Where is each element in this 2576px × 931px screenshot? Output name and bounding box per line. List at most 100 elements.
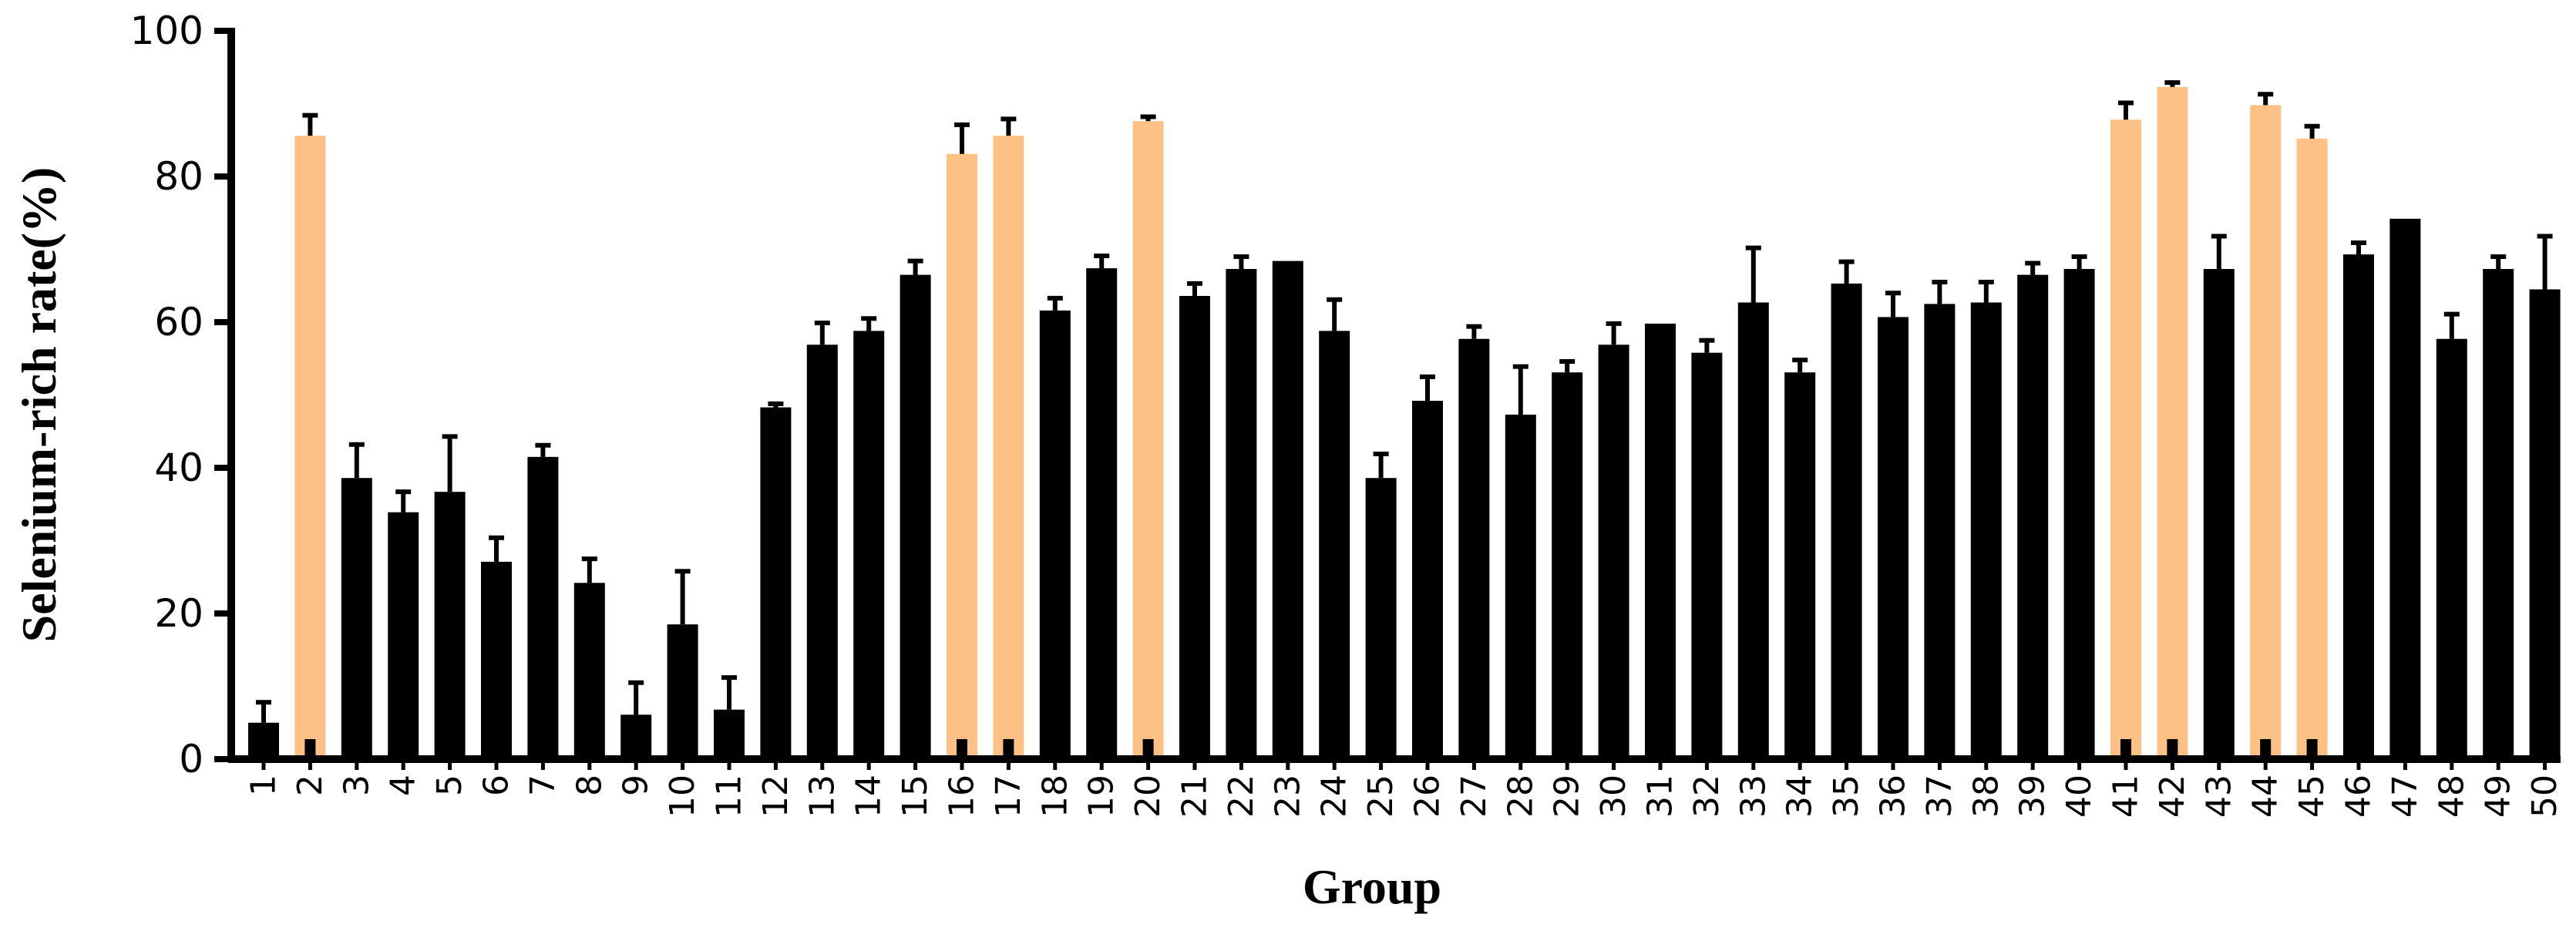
bar-group-19: [1086, 268, 1118, 759]
x-tick-label-34: 34: [1781, 775, 1820, 818]
y-tick-label-20: 20: [154, 591, 203, 636]
bar-base-mark-17: [1003, 739, 1014, 759]
bar-group-4: [388, 512, 419, 759]
bar-group-22: [1226, 269, 1257, 759]
x-tick-label-44: 44: [2246, 775, 2285, 818]
bar-base-mark-41: [2120, 739, 2131, 759]
x-tick-label-29: 29: [1548, 775, 1587, 818]
bar-group-48: [2436, 338, 2467, 759]
bar-group-36: [1878, 317, 1908, 759]
bar-group-44: [2250, 105, 2282, 759]
bar-group-5: [434, 492, 466, 759]
bar-group-17: [993, 136, 1024, 759]
bar-base-mark-20: [1142, 739, 1154, 759]
x-tick-label-8: 8: [570, 775, 609, 796]
x-tick-label-40: 40: [2060, 775, 2099, 818]
bar-group-24: [1319, 331, 1350, 760]
bar-group-37: [1924, 304, 1956, 759]
y-tick-label-60: 60: [154, 300, 203, 345]
x-tick-label-37: 37: [1920, 775, 1959, 818]
x-tick-label-31: 31: [1641, 775, 1680, 818]
bar-group-9: [620, 714, 652, 759]
x-tick-label-25: 25: [1361, 775, 1401, 818]
x-tick-label-1: 1: [244, 775, 284, 796]
x-tick-label-5: 5: [430, 775, 469, 796]
bar-group-28: [1505, 415, 1536, 759]
bar-group-7: [527, 456, 559, 759]
bar-group-26: [1412, 401, 1443, 759]
x-tick-label-9: 9: [617, 775, 656, 796]
bar-group-6: [481, 561, 512, 759]
bar-base-mark-42: [2167, 739, 2178, 759]
x-tick-label-21: 21: [1175, 775, 1215, 818]
bar-group-14: [853, 331, 885, 760]
x-tick-label-3: 3: [337, 775, 376, 796]
error-bars-layer: [256, 80, 2553, 723]
bar-group-20: [1132, 121, 1164, 759]
x-tick-label-39: 39: [2013, 775, 2053, 818]
bar-group-46: [2343, 254, 2374, 759]
y-tick-label-0: 0: [179, 737, 203, 781]
bar-group-3: [341, 478, 372, 759]
bar-group-16: [947, 153, 977, 759]
x-tick-label-26: 26: [1408, 775, 1448, 818]
bar-group-13: [806, 345, 838, 759]
bar-group-21: [1179, 295, 1210, 760]
x-tick-label-38: 38: [1966, 775, 2006, 818]
x-tick-label-12: 12: [756, 775, 795, 818]
bar-base-mark-45: [2306, 739, 2318, 759]
bar-group-42: [2157, 86, 2188, 759]
x-tick-label-16: 16: [943, 775, 982, 818]
bar-group-38: [1970, 302, 2002, 759]
y-ticks-layer: 0 20 40 60 80 100: [130, 8, 203, 781]
x-tick-label-19: 19: [1082, 775, 1122, 818]
bar-base-mark-16: [957, 739, 967, 759]
x-tick-label-7: 7: [523, 775, 563, 796]
x-tick-label-11: 11: [710, 775, 749, 818]
bar-base-mark-2: [304, 739, 316, 759]
y-tick-label-80: 80: [154, 154, 203, 199]
x-tick-label-2: 2: [291, 775, 330, 796]
x-tick-label-35: 35: [1827, 775, 1866, 818]
x-tick-label-33: 33: [1734, 775, 1773, 818]
x-tick-label-30: 30: [1594, 775, 1633, 818]
x-tick-label-32: 32: [1687, 775, 1727, 818]
bar-group-41: [2110, 119, 2141, 760]
bar-group-30: [1598, 345, 1629, 759]
bar-group-45: [2296, 138, 2328, 760]
bar-group-23: [1272, 260, 1303, 759]
bar-group-15: [900, 274, 931, 759]
x-tick-label-10: 10: [663, 775, 702, 818]
y-axis-title: Selenium-rich rate(%): [12, 167, 66, 643]
bar-group-35: [1831, 283, 1862, 759]
x-tick-label-50: 50: [2525, 775, 2564, 818]
x-tick-label-45: 45: [2292, 775, 2332, 818]
bar-group-11: [714, 709, 745, 759]
x-tick-label-18: 18: [1035, 775, 1074, 818]
bar-group-39: [2017, 274, 2049, 759]
bar-group-33: [1737, 302, 1769, 759]
x-tick-label-20: 20: [1128, 775, 1168, 818]
bar-group-2: [294, 136, 326, 759]
x-ticks-layer: 1 2 3 4 5 6 7 8 9 10 11 12 13 14 15 16 17 18 19 20 21 22 23 24 2…: [244, 775, 2565, 818]
bar-group-49: [2483, 269, 2514, 759]
x-tick-label-47: 47: [2386, 775, 2425, 818]
x-tick-label-6: 6: [477, 775, 516, 796]
x-tick-label-24: 24: [1315, 775, 1354, 818]
bar-base-mark-44: [2260, 739, 2272, 759]
bars-layer: [248, 86, 2561, 760]
x-tick-label-42: 42: [2153, 775, 2192, 818]
x-tick-label-27: 27: [1454, 775, 1494, 818]
x-tick-label-28: 28: [1501, 775, 1540, 818]
bar-group-27: [1458, 338, 1490, 759]
bar-group-1: [248, 722, 279, 759]
x-tick-label-13: 13: [802, 775, 842, 818]
y-tick-label-100: 100: [130, 8, 203, 53]
bar-group-43: [2203, 269, 2235, 759]
x-tick-label-22: 22: [1222, 775, 1261, 818]
x-tick-label-49: 49: [2479, 775, 2518, 818]
x-tick-label-14: 14: [849, 775, 889, 818]
x-tick-label-43: 43: [2199, 775, 2238, 818]
x-axis-title: Group: [1303, 859, 1441, 914]
